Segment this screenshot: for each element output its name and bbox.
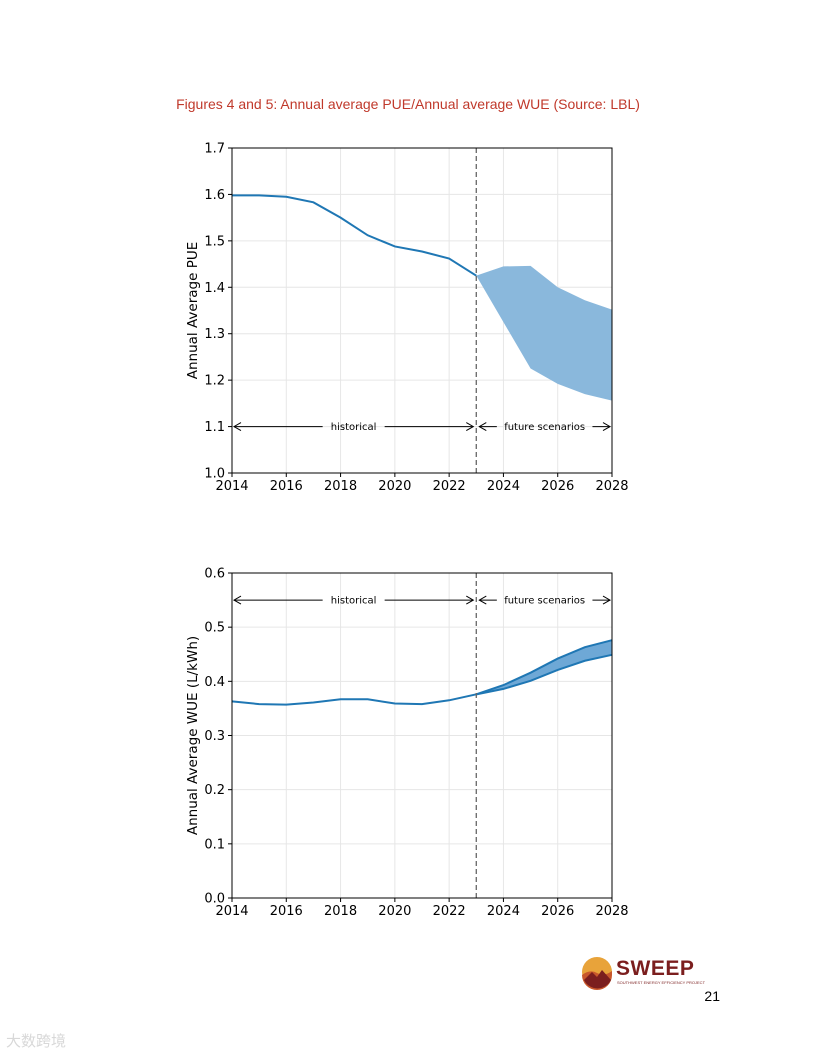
y-tick-label: 1.3 xyxy=(204,327,225,342)
y-tick-label: 1.7 xyxy=(204,142,225,157)
y-tick-label: 1.0 xyxy=(204,467,225,482)
scenario-band xyxy=(476,640,612,695)
watermark: 大数跨境 xyxy=(6,1032,67,1050)
historical-line xyxy=(231,693,477,706)
logo-subtitle: SOUTHWEST ENERGY EFFICIENCY PROJECT xyxy=(617,980,706,985)
page-number: 21 xyxy=(704,988,720,1004)
historical-label: historical xyxy=(331,422,377,433)
x-tick-label: 2020 xyxy=(378,479,411,494)
historical-arrowhead-right xyxy=(466,595,475,605)
future-scenarios-arrowhead-right xyxy=(602,422,612,432)
x-tick-label: 2022 xyxy=(433,479,466,494)
x-tick-label: 2016 xyxy=(270,479,303,494)
logo-name: SWEEP xyxy=(616,957,695,980)
historical-arrowhead-right xyxy=(466,422,475,432)
figure-title: Figures 4 and 5: Annual average PUE/Annu… xyxy=(176,96,640,112)
scenario-upper-line xyxy=(475,639,613,696)
historical-line xyxy=(232,194,477,277)
y-tick-label: 1.1 xyxy=(204,420,225,435)
future-scenarios-arrowhead-right xyxy=(602,595,612,605)
y-axis-title: Annual Average PUE xyxy=(185,242,201,380)
x-tick-label: 2016 xyxy=(270,904,303,919)
x-tick-label: 2018 xyxy=(324,479,357,494)
future-scenarios-label: future scenarios xyxy=(504,596,585,607)
x-tick-label: 2028 xyxy=(595,479,628,494)
y-tick-label: 0.5 xyxy=(204,621,225,636)
future-scenarios-arrowhead-left xyxy=(478,595,487,605)
y-tick-label: 0.6 xyxy=(204,567,225,582)
x-tick-label: 2028 xyxy=(595,904,628,919)
y-tick-label: 0.3 xyxy=(204,729,225,744)
y-tick-label: 1.6 xyxy=(204,188,225,203)
x-tick-label: 2022 xyxy=(433,904,466,919)
y-tick-label: 0.1 xyxy=(204,837,225,852)
x-tick-label: 2026 xyxy=(541,904,574,919)
future-scenarios-label: future scenarios xyxy=(504,422,585,433)
x-tick-label: 2024 xyxy=(487,479,520,494)
x-tick-label: 2024 xyxy=(487,904,520,919)
future-scenarios-arrowhead-left xyxy=(478,422,487,432)
x-tick-label: 2026 xyxy=(541,479,574,494)
historical-arrowhead-left xyxy=(232,595,242,605)
y-tick-label: 0.0 xyxy=(204,892,225,907)
y-tick-label: 0.4 xyxy=(204,675,225,690)
plot-frame xyxy=(231,147,613,474)
pue-chart: historical future scenarios 2014 2016 2018 20… xyxy=(185,142,629,495)
y-axis-title: Annual Average WUE (L/kWh) xyxy=(185,636,201,835)
x-tick-label: 2018 xyxy=(324,904,357,919)
scenario-band xyxy=(476,265,612,401)
sweep-logo-icon xyxy=(582,957,612,990)
y-tick-label: 1.5 xyxy=(204,234,225,249)
y-tick-label: 1.2 xyxy=(204,374,225,389)
x-tick-label: 2020 xyxy=(378,904,411,919)
x-tick-label: 2014 xyxy=(215,479,248,494)
historical-label: historical xyxy=(331,596,377,607)
y-tick-label: 0.2 xyxy=(204,783,225,798)
y-tick-label: 1.4 xyxy=(204,281,225,296)
scenario-lower-line xyxy=(476,653,613,696)
x-tick-label: 2014 xyxy=(215,904,248,919)
wue-chart: historical future scenarios 2014 2016 2018 20… xyxy=(185,567,629,920)
historical-arrowhead-left xyxy=(232,422,242,432)
